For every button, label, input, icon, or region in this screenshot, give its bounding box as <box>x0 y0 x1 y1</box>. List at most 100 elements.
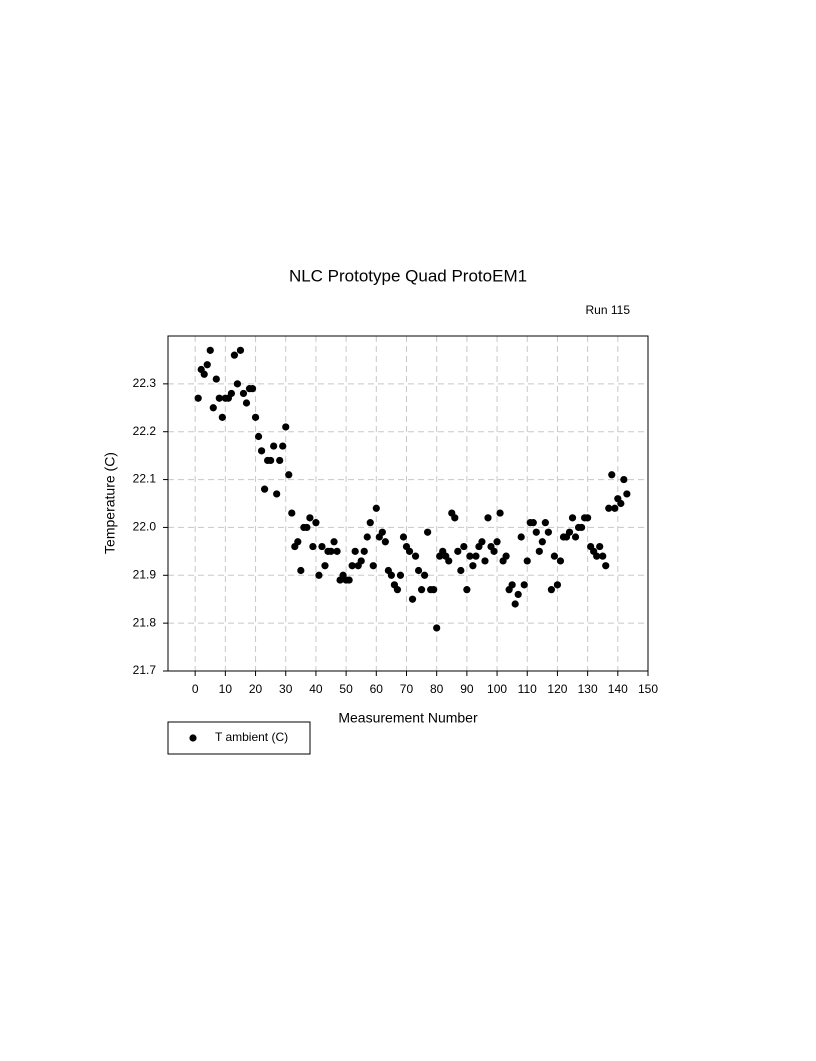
point <box>611 504 619 512</box>
point <box>430 586 438 594</box>
point <box>230 351 239 359</box>
point <box>227 389 235 398</box>
point <box>493 538 501 546</box>
point <box>261 485 269 493</box>
point <box>251 413 260 421</box>
point <box>620 475 628 484</box>
x-tick-label: 60 <box>370 682 384 696</box>
point <box>523 557 531 565</box>
x-tick-label: 100 <box>487 682 507 696</box>
point <box>454 547 462 555</box>
point <box>348 562 356 570</box>
point <box>315 571 323 579</box>
point <box>514 590 522 599</box>
point <box>421 571 429 579</box>
point <box>312 519 320 527</box>
point <box>399 533 408 541</box>
point <box>411 552 420 560</box>
x-tick-label: 80 <box>430 682 444 696</box>
x-tick-label: 120 <box>547 682 567 696</box>
point <box>294 538 302 546</box>
x-tick-label: 0 <box>192 682 199 696</box>
point <box>568 514 577 522</box>
point <box>535 547 543 555</box>
y-tick-label: 22.0 <box>133 520 157 534</box>
point <box>306 514 314 522</box>
point <box>451 514 459 522</box>
x-tick-label: 150 <box>638 682 658 696</box>
point <box>553 581 562 589</box>
x-axis-label: Measurement Number <box>338 710 478 726</box>
x-tick-label: 90 <box>460 682 474 696</box>
point <box>270 442 278 450</box>
x-tick-label: 40 <box>309 682 323 696</box>
point <box>273 490 281 498</box>
point <box>393 586 402 594</box>
point <box>194 394 202 402</box>
point <box>550 552 559 560</box>
point <box>288 509 296 517</box>
x-tick-label: 30 <box>279 682 293 696</box>
y-tick-label: 22.1 <box>133 472 157 486</box>
point <box>233 380 242 388</box>
point <box>571 533 580 541</box>
x-tick-label: 70 <box>400 682 414 696</box>
point <box>433 624 441 632</box>
point <box>466 552 474 560</box>
point <box>617 499 625 508</box>
point <box>599 552 607 560</box>
point <box>520 581 528 589</box>
legend-marker <box>189 734 197 742</box>
x-tick-label: 130 <box>578 682 598 696</box>
point <box>577 523 586 532</box>
point <box>218 413 226 421</box>
point <box>608 471 616 479</box>
point <box>381 538 389 546</box>
point <box>396 571 405 579</box>
y-tick-label: 22.2 <box>133 424 157 438</box>
point <box>203 361 211 369</box>
point <box>363 533 371 541</box>
point <box>212 375 220 383</box>
point <box>387 571 395 579</box>
chart-subtitle: Run 115 <box>586 303 631 317</box>
point <box>318 542 326 551</box>
x-tick-label: 110 <box>518 682 537 696</box>
point <box>236 346 245 354</box>
chart-title: NLC Prototype Quad ProtoEM1 <box>289 266 527 285</box>
point <box>517 533 525 541</box>
point <box>457 566 465 575</box>
point <box>309 542 317 551</box>
point <box>285 471 293 479</box>
point <box>596 542 604 551</box>
y-tick-label: 21.8 <box>133 615 157 629</box>
legend-label: T ambient (C) <box>215 730 288 744</box>
point <box>565 528 574 536</box>
point <box>605 504 613 512</box>
point <box>538 538 546 546</box>
point <box>593 552 601 560</box>
point <box>366 519 374 527</box>
point <box>472 552 480 560</box>
point <box>460 542 468 551</box>
point <box>276 456 284 465</box>
x-tick-label: 140 <box>608 682 628 696</box>
point <box>481 557 489 565</box>
point <box>556 557 565 565</box>
point <box>333 547 341 555</box>
point <box>209 404 217 412</box>
point <box>360 547 368 555</box>
point <box>215 394 223 402</box>
point <box>327 547 335 555</box>
point <box>496 509 504 517</box>
point <box>490 547 498 555</box>
point <box>508 581 516 589</box>
point <box>445 557 453 565</box>
point <box>584 514 592 522</box>
point <box>541 519 549 527</box>
point <box>239 389 248 398</box>
point <box>345 576 353 584</box>
point <box>206 346 214 354</box>
